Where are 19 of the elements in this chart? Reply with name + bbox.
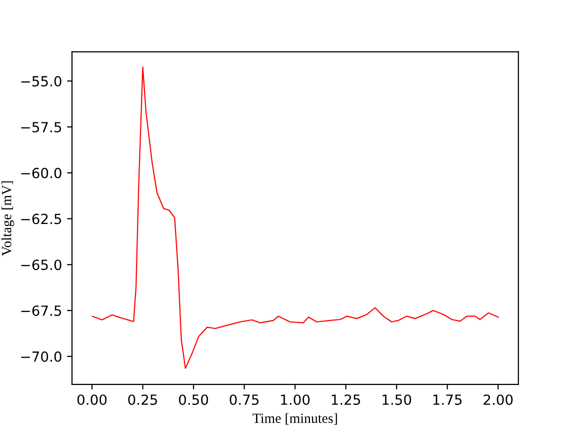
y-tick-label: −62.5	[21, 214, 62, 224]
line-series	[92, 66, 499, 369]
x-tick-label: 0.00	[77, 394, 107, 405]
x-tick-label: 0.50	[178, 394, 208, 405]
x-tick-label: 1.50	[382, 394, 412, 405]
y-tick-label: −55.0	[21, 76, 62, 87]
y-tick-label: −57.5	[21, 122, 62, 132]
y-tick-label: −60.0	[21, 168, 62, 178]
y-tick-label: −65.0	[21, 260, 62, 270]
x-axis-title: Time [minutes]	[252, 413, 337, 425]
x-tick-label: 1.25	[332, 394, 360, 405]
y-tick-label: −67.5	[21, 305, 62, 316]
y-tick-label: −70.0	[21, 351, 62, 362]
x-tick-label: 0.25	[128, 394, 158, 405]
x-tick-label: 2.00	[484, 394, 513, 405]
y-axis-title: Voltage [mV]	[2, 181, 14, 256]
x-tick-label: 1.00	[281, 394, 310, 405]
x-tick-label: 1.75	[433, 394, 462, 405]
x-tick-label: 0.75	[230, 394, 259, 405]
